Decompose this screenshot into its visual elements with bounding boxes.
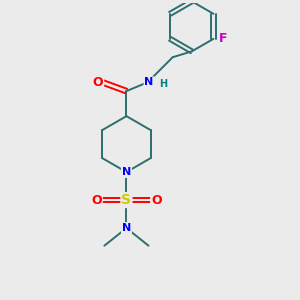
- Text: N: N: [145, 77, 154, 87]
- Text: F: F: [219, 32, 227, 45]
- Text: O: O: [93, 76, 103, 89]
- Text: S: S: [122, 193, 131, 207]
- Text: N: N: [122, 223, 131, 233]
- Text: H: H: [159, 79, 167, 89]
- Text: N: N: [122, 167, 131, 177]
- Text: O: O: [151, 194, 162, 207]
- Text: O: O: [91, 194, 102, 207]
